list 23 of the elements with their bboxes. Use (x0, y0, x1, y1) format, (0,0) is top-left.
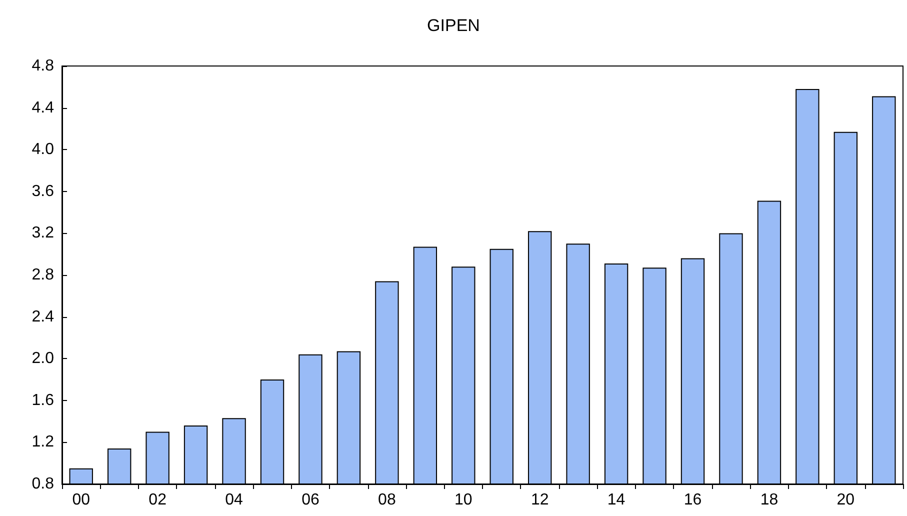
x-tick-label: 06 (302, 492, 320, 508)
x-tick-label: 20 (836, 492, 855, 508)
y-tick-label: 4.0 (32, 141, 54, 158)
x-tick-label: 10 (454, 492, 472, 508)
y-tick-label: 1.2 (32, 434, 54, 451)
y-tick-label: 4.4 (32, 99, 54, 116)
y-tick-label: 4.8 (32, 58, 54, 74)
x-tick-label: 16 (684, 492, 702, 508)
x-tick-label: 02 (148, 492, 167, 508)
y-tick-label: 3.2 (32, 224, 54, 242)
x-tick-label: 14 (607, 492, 626, 508)
y-tick-label: 0.8 (32, 476, 54, 492)
x-tick-label: 18 (760, 492, 778, 508)
y-tick-label: 2.0 (32, 350, 54, 368)
y-tick-label: 3.6 (32, 182, 54, 200)
x-tick-label: 00 (72, 492, 90, 508)
x-tick-label: 04 (225, 492, 244, 508)
chart-title: GIPEN (427, 16, 480, 35)
y-tick-label: 2.4 (32, 308, 54, 326)
y-tick-label: 1.6 (32, 392, 54, 409)
x-tick-label: 08 (378, 492, 396, 508)
x-tick-label: 12 (530, 492, 549, 508)
y-tick-label: 2.8 (32, 266, 54, 284)
